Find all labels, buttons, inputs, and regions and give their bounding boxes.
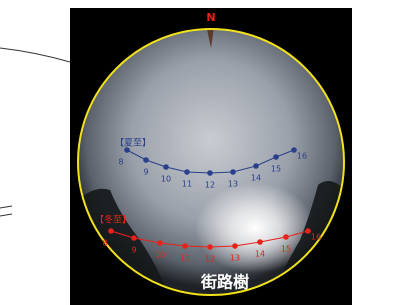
hour-label: 12 (205, 255, 215, 264)
caption: 街路樹 (200, 273, 249, 292)
hour-label: 15 (281, 245, 291, 254)
hour-label: 14 (255, 250, 265, 259)
hour-point (108, 228, 114, 234)
sun-path-diagram: N 【夏至】 【冬至】 街路樹 8 9 10 11 12 13 14 15 16 8 9 10 11 12… (0, 0, 405, 305)
hour-label: 8 (102, 239, 107, 248)
hour-label: 9 (131, 246, 136, 255)
hour-point (184, 169, 190, 175)
hour-point (207, 170, 213, 176)
summer-label: 【夏至】 (115, 138, 151, 149)
hour-point (283, 234, 289, 240)
hour-point (253, 163, 259, 169)
hour-point (157, 240, 163, 246)
hour-label: 10 (155, 251, 165, 260)
hour-point (182, 243, 188, 249)
hour-point (163, 164, 169, 170)
hour-label: 13 (230, 254, 240, 263)
north-label: N (206, 11, 215, 24)
hour-label: 8 (118, 158, 123, 167)
hour-label: 12 (205, 181, 215, 190)
hour-point (232, 243, 238, 249)
hour-point (131, 235, 137, 241)
hour-point (143, 157, 149, 163)
hour-label: 10 (161, 175, 171, 184)
hour-label: 16 (311, 233, 321, 242)
hour-label: 16 (297, 152, 307, 161)
hour-label: 9 (143, 168, 148, 177)
hour-label: 13 (228, 180, 238, 189)
hour-label: 11 (180, 254, 190, 263)
hour-point (124, 147, 130, 153)
hour-label: 15 (271, 165, 281, 174)
hour-label: 14 (251, 174, 261, 183)
hour-point (273, 154, 279, 160)
hour-label: 11 (182, 180, 192, 189)
hour-point (207, 244, 213, 250)
hour-point (257, 239, 263, 245)
winter-label: 【冬至】 (95, 214, 131, 226)
hour-point (230, 169, 236, 175)
